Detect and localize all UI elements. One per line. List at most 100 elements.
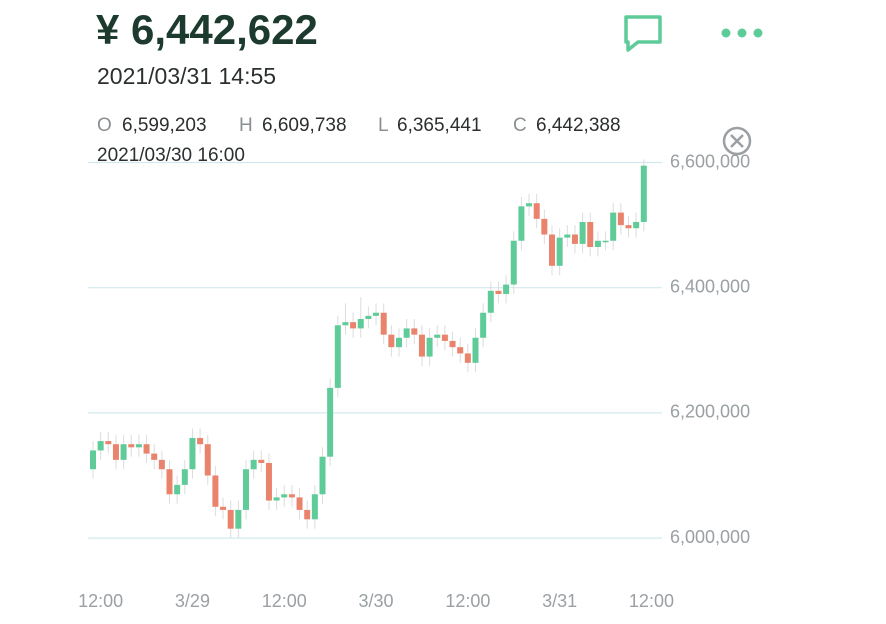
- candle-body: [418, 334, 425, 357]
- candle-body: [250, 459, 257, 470]
- candle-body: [640, 165, 647, 222]
- x-tick-label: 12:00: [262, 591, 307, 611]
- candle-body: [105, 441, 112, 445]
- candle-body: [587, 221, 594, 248]
- candle-body: [373, 312, 380, 316]
- candle-body: [556, 237, 563, 266]
- candle-body: [541, 218, 548, 235]
- candle-body: [510, 240, 517, 285]
- candle-body: [357, 319, 364, 329]
- candle-body: [487, 290, 494, 313]
- candle-body: [518, 206, 525, 241]
- candle-body: [204, 444, 211, 476]
- x-tick-label: 12:00: [629, 591, 674, 611]
- price: ¥ 6,442,622: [96, 6, 318, 53]
- candle-body: [388, 334, 395, 348]
- candle-body: [189, 437, 196, 470]
- candle-body: [526, 203, 533, 207]
- candle-body: [594, 240, 601, 248]
- candle-body: [227, 509, 234, 529]
- candle-body: [158, 459, 165, 470]
- candle-body: [449, 340, 456, 348]
- candle-body: [617, 212, 624, 226]
- candle-body: [112, 444, 119, 460]
- ohlc-time: 2021/03/30 16:00: [97, 145, 245, 166]
- l-value: 6,365,441: [397, 115, 482, 136]
- ohlc-row: O 6,599,203 H 6,609,738 L 6,365,441 C 6,…: [97, 115, 621, 136]
- candle-body: [296, 497, 303, 510]
- candle-body: [197, 437, 204, 445]
- candle-body: [181, 469, 188, 485]
- candle-body: [396, 337, 402, 348]
- candle-body: [120, 444, 127, 460]
- candle-body: [426, 337, 433, 357]
- candle-body: [380, 312, 387, 335]
- candle-body: [564, 234, 571, 238]
- candle-body: [128, 444, 135, 448]
- l-label: L: [378, 115, 389, 136]
- candle-body: [480, 312, 487, 338]
- candle-body: [334, 325, 341, 388]
- candle-body: [441, 334, 448, 341]
- candle-body: [472, 337, 479, 363]
- candle-body: [549, 234, 555, 266]
- o-value: 6,599,203: [122, 115, 207, 136]
- candle-body: [304, 509, 311, 520]
- candle-body: [342, 322, 349, 326]
- close-button[interactable]: [722, 126, 752, 156]
- candle-body: [633, 221, 640, 229]
- candle-body: [571, 234, 578, 244]
- c-label: C: [513, 115, 527, 136]
- y-tick-label: 6,400,000: [670, 276, 750, 296]
- candle-body: [602, 240, 609, 243]
- candle-body: [365, 315, 372, 320]
- candle-body: [350, 322, 357, 329]
- y-tick-label: 6,200,000: [670, 402, 750, 422]
- candle-body: [533, 203, 540, 219]
- price-time: 2021/03/31 14:55: [97, 63, 276, 89]
- candle-body: [411, 328, 418, 335]
- candle-body: [235, 509, 242, 529]
- candle-body: [135, 444, 142, 448]
- close-x: [730, 134, 744, 148]
- candle-body: [243, 469, 249, 510]
- h-value: 6,609,738: [262, 115, 347, 136]
- x-tick-label: 3/31: [542, 591, 577, 611]
- h-label: H: [239, 115, 253, 136]
- candle-body: [90, 450, 96, 470]
- candle-body: [258, 459, 265, 463]
- candle-body: [288, 494, 295, 498]
- candle-body: [311, 494, 318, 520]
- comment-icon: [624, 15, 662, 52]
- candle-body: [174, 484, 181, 495]
- candle-body: [610, 212, 617, 241]
- x-tick-label: 12:00: [445, 591, 490, 611]
- candle-body: [625, 225, 632, 229]
- candle-body: [579, 221, 586, 244]
- x-tick-label: 12:00: [78, 591, 123, 611]
- close-circle: [722, 126, 752, 156]
- c-value: 6,442,388: [536, 115, 621, 136]
- dot: [737, 28, 747, 38]
- more-button[interactable]: [721, 28, 763, 38]
- x-tick-label: 3/30: [359, 591, 394, 611]
- candle-body: [220, 506, 227, 510]
- candle-body: [97, 441, 104, 451]
- dot: [721, 28, 731, 38]
- candle-body: [281, 494, 288, 498]
- candle-body: [151, 453, 158, 460]
- candle-body: [403, 328, 410, 338]
- candle-body: [143, 444, 150, 454]
- o-label: O: [97, 115, 112, 136]
- dot: [753, 28, 763, 38]
- candle-body: [166, 469, 173, 495]
- comment-button[interactable]: [624, 15, 662, 52]
- candle-body: [495, 290, 502, 294]
- candle-body: [319, 456, 326, 495]
- candle-body: [434, 334, 441, 338]
- candle-body: [273, 497, 280, 501]
- candle-body: [503, 284, 510, 294]
- x-tick-label: 3/29: [175, 591, 210, 611]
